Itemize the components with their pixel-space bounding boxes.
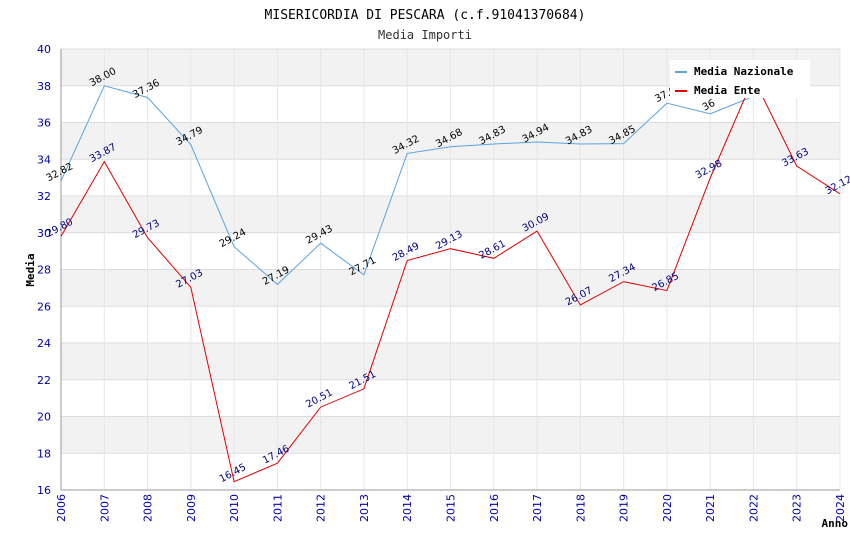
x-tick-label: 2014 (401, 494, 414, 522)
legend-label-nazionale: Media Nazionale (694, 65, 794, 78)
y-tick-label: 16 (37, 484, 51, 497)
y-tick-label: 24 (37, 337, 51, 350)
x-tick-label: 2006 (55, 494, 68, 522)
x-tick-label: 2021 (704, 494, 717, 522)
y-tick-labels: 16 18 20 22 24 26 28 30 32 34 36 38 40 (37, 43, 51, 497)
chart-subtitle: Media Importi (378, 28, 472, 42)
x-tick-label: 2016 (488, 494, 501, 522)
data-label-nazionale: 36 (701, 98, 717, 114)
data-label-ente: 28.49 (391, 241, 421, 264)
y-tick-label: 36 (37, 117, 51, 130)
x-tick-label: 2023 (791, 494, 804, 522)
x-tick-label: 2019 (618, 494, 631, 522)
x-tick-label: 2018 (574, 494, 587, 522)
data-label-ente: 29.80 (45, 217, 75, 240)
x-tick-label: 2013 (358, 494, 371, 522)
legend-label-ente: Media Ente (694, 84, 761, 97)
x-tick-label: 2017 (531, 494, 544, 522)
x-tick-label: 2022 (747, 494, 760, 522)
x-tick-label: 2008 (142, 494, 155, 522)
data-label-ente: 16.45 (218, 462, 248, 485)
y-tick-label: 30 (37, 227, 51, 240)
x-tick-label: 2015 (445, 494, 458, 522)
y-tick-label: 40 (37, 43, 51, 56)
y-tick-label: 20 (37, 411, 51, 424)
series-lines (60, 76, 841, 483)
x-tick-labels: 2006 2007 2008 2009 2010 2011 2012 2013 2014 2015… (55, 494, 847, 522)
data-label-ente: 20.51 (304, 387, 334, 410)
series-line-media-ente (60, 76, 841, 483)
data-label-ente: 32.98 (694, 158, 724, 181)
legend-box (670, 60, 810, 98)
x-tick-label: 2007 (98, 494, 111, 522)
series-line-media-nazionale (60, 85, 754, 286)
y-tick-label: 34 (37, 153, 51, 166)
x-tick-label: 2011 (271, 494, 284, 522)
x-tick-label: 2024 (834, 494, 847, 522)
y-tick-label: 26 (37, 300, 51, 313)
chart-title: MISERICORDIA DI PESCARA (c.f.91041370684… (265, 8, 586, 23)
data-label-ente: 32.12 (824, 174, 850, 197)
legend: Media Nazionale Media Ente (670, 60, 810, 98)
y-axis-label: Media (24, 253, 37, 286)
y-tick-label: 18 (37, 447, 51, 460)
y-tick-label: 28 (37, 264, 51, 277)
x-axis-label: Anno (822, 517, 849, 530)
y-tick-label: 22 (37, 374, 51, 387)
x-tick-label: 2012 (315, 494, 328, 522)
y-tick-label: 32 (37, 190, 51, 203)
y-tick-label: 38 (37, 80, 51, 93)
grid-lines (60, 48, 841, 491)
x-tick-label: 2020 (661, 494, 674, 522)
x-tick-label: 2010 (228, 494, 241, 522)
x-tick-label: 2009 (185, 494, 198, 522)
